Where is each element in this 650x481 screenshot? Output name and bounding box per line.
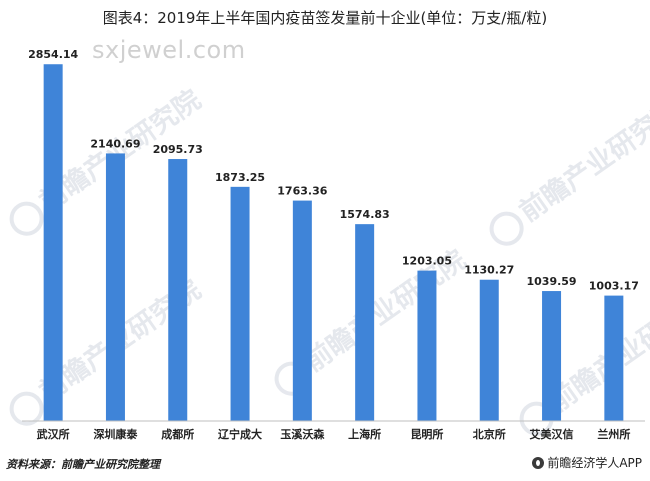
bar-value-label: 2095.73 — [153, 143, 203, 156]
bar-value-label: 1130.27 — [464, 264, 514, 277]
bar — [542, 291, 562, 421]
bar — [417, 270, 437, 421]
bar — [479, 279, 499, 421]
app-name: 前瞻经济学人APP — [547, 456, 642, 470]
bar-value-label: 1203.05 — [402, 255, 452, 268]
bar-value-label: 1003.17 — [589, 280, 639, 293]
source-note: 资料来源：前瞻产业研究院整理 — [6, 458, 160, 471]
bar — [292, 200, 312, 421]
bar-value-label: 2854.14 — [28, 48, 78, 61]
category-tick-label: 兰州所 — [597, 427, 630, 441]
category-tick-label: 北京所 — [473, 427, 506, 441]
category-tick-label: 成都所 — [161, 427, 194, 441]
category-tick-label: 艾美汉信 — [530, 427, 574, 441]
category-tick-label: 昆明所 — [410, 427, 443, 441]
bar — [604, 295, 624, 421]
bar-value-label: 1873.25 — [215, 171, 265, 184]
category-tick-label: 玉溪沃森 — [280, 427, 325, 441]
bar — [105, 153, 125, 421]
app-credit: 前瞻经济学人APP — [532, 454, 642, 471]
bar-value-label: 1763.36 — [277, 185, 327, 198]
category-tick-label: 深圳康泰 — [93, 427, 138, 441]
app-logo-icon — [532, 456, 545, 469]
bar-value-label: 1574.83 — [340, 208, 390, 221]
bar — [230, 186, 250, 421]
category-tick-label: 武汉所 — [37, 427, 70, 441]
bar — [168, 159, 188, 421]
watermark-url: sxjewel.com — [92, 36, 246, 64]
bar-value-label: 1039.59 — [526, 275, 576, 288]
bar — [355, 224, 375, 421]
chart-title: 图表4：2019年上半年国内疫苗签发量前十企业(单位：万支/瓶/粒) — [102, 9, 548, 27]
bar-value-label: 2140.69 — [90, 137, 140, 150]
bar — [43, 64, 63, 422]
category-tick-label: 上海所 — [348, 427, 381, 441]
category-tick-label: 辽宁成大 — [218, 427, 262, 441]
